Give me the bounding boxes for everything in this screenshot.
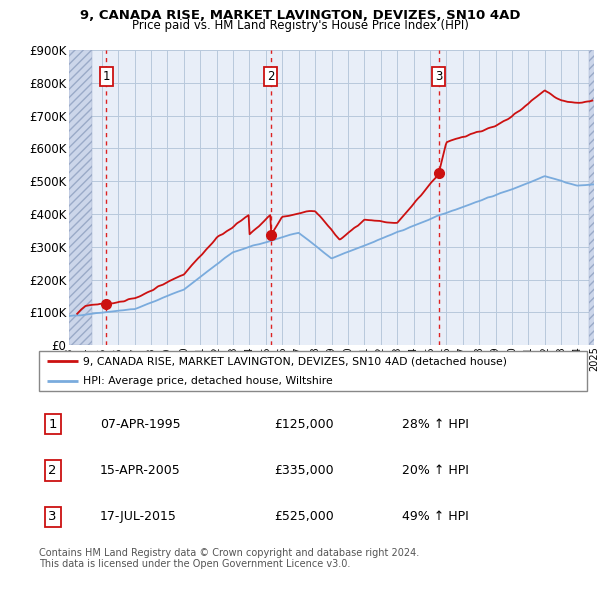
Text: £525,000: £525,000 <box>275 510 334 523</box>
FancyBboxPatch shape <box>39 351 587 391</box>
Text: 2: 2 <box>267 70 274 83</box>
Text: Contains HM Land Registry data © Crown copyright and database right 2024.
This d: Contains HM Land Registry data © Crown c… <box>39 548 419 569</box>
Text: 17-JUL-2015: 17-JUL-2015 <box>100 510 177 523</box>
Text: 2: 2 <box>49 464 57 477</box>
Text: 28% ↑ HPI: 28% ↑ HPI <box>403 418 469 431</box>
Text: 49% ↑ HPI: 49% ↑ HPI <box>403 510 469 523</box>
Text: 1: 1 <box>103 70 110 83</box>
Text: £335,000: £335,000 <box>275 464 334 477</box>
Text: HPI: Average price, detached house, Wiltshire: HPI: Average price, detached house, Wilt… <box>83 376 333 386</box>
Text: 07-APR-1995: 07-APR-1995 <box>100 418 181 431</box>
Bar <box>589 50 597 345</box>
Text: 3: 3 <box>49 510 57 523</box>
Text: 1: 1 <box>49 418 57 431</box>
Text: £125,000: £125,000 <box>275 418 334 431</box>
Text: Price paid vs. HM Land Registry's House Price Index (HPI): Price paid vs. HM Land Registry's House … <box>131 19 469 32</box>
Text: 9, CANADA RISE, MARKET LAVINGTON, DEVIZES, SN10 4AD: 9, CANADA RISE, MARKET LAVINGTON, DEVIZE… <box>80 9 520 22</box>
Text: 9, CANADA RISE, MARKET LAVINGTON, DEVIZES, SN10 4AD (detached house): 9, CANADA RISE, MARKET LAVINGTON, DEVIZE… <box>83 356 507 366</box>
Text: 3: 3 <box>435 70 442 83</box>
Text: 15-APR-2005: 15-APR-2005 <box>100 464 181 477</box>
Bar <box>69 50 92 345</box>
Text: 20% ↑ HPI: 20% ↑ HPI <box>403 464 469 477</box>
